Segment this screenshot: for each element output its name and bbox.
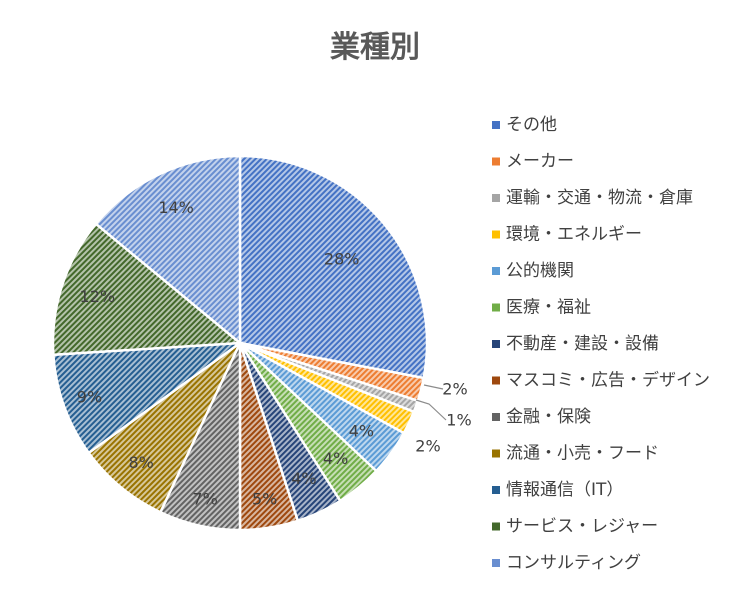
data-label: 4% (323, 449, 348, 468)
legend-label: その他 (506, 115, 557, 135)
pie-slice (238, 154, 429, 380)
leader-line (415, 399, 447, 421)
data-label: 2% (442, 380, 467, 399)
leader-lines (415, 384, 447, 421)
data-label: 4% (349, 422, 374, 441)
data-label: 7% (192, 490, 217, 509)
data-label: 4% (291, 469, 316, 488)
legend-label: 公的機関 (506, 261, 574, 281)
data-label: 28% (324, 249, 360, 268)
legend-swatch (492, 522, 500, 531)
legend-label: 医療・福祉 (506, 298, 591, 318)
legend-label: コンサルティング (506, 553, 641, 573)
data-label: 2% (415, 437, 440, 456)
legend-swatch (492, 157, 500, 166)
pie-slices (51, 154, 429, 532)
legend-label: 流通・小売・フード (506, 444, 659, 464)
legend-label: 金融・保険 (506, 407, 591, 427)
pie-slice (86, 341, 242, 514)
pie-slice (51, 222, 244, 357)
legend-label: 環境・エネルギー (506, 225, 642, 245)
legend-swatch (492, 267, 500, 275)
data-label: 12% (80, 287, 116, 306)
pie-slice (94, 154, 242, 346)
data-labels: 28%2%1%2%4%4%4%5%7%8%9%12%14% (77, 198, 472, 509)
legend-swatch (492, 303, 500, 312)
legend-swatch (492, 376, 500, 385)
data-label: 5% (252, 490, 277, 509)
data-label: 1% (446, 411, 471, 430)
legend-label: 不動産・建設・設備 (506, 334, 659, 354)
legend-swatch (492, 194, 500, 202)
data-label: 9% (77, 388, 102, 407)
chart-title: 業種別 (330, 30, 420, 65)
legend-swatch (492, 486, 500, 494)
legend-swatch (492, 413, 500, 421)
legend-swatch (492, 340, 500, 348)
legend-swatch (492, 559, 500, 567)
legend-swatch (492, 449, 500, 458)
legend-label: サービス・レジャー (506, 517, 658, 537)
leader-line (423, 384, 444, 390)
legend-swatch (492, 121, 500, 129)
legend-label: 情報通信（IT） (506, 480, 623, 500)
legend-swatch (492, 230, 500, 239)
pie-slice (52, 341, 245, 455)
data-label: 14% (158, 198, 194, 217)
data-label: 8% (129, 453, 154, 472)
legend: その他メーカー運輸・交通・物流・倉庫環境・エネルギー公的機関医療・福祉不動産・建… (492, 115, 710, 573)
legend-label: メーカー (506, 152, 574, 172)
legend-label: 運輸・交通・物流・倉庫 (506, 188, 693, 208)
legend-label: マスコミ・広告・デザイン (506, 370, 710, 391)
